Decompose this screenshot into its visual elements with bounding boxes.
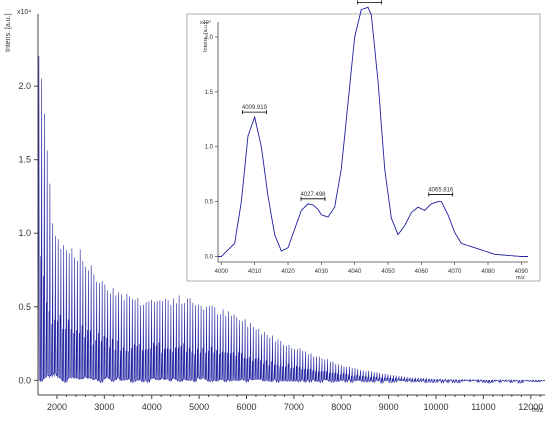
main-y-tick-label: 1.0 xyxy=(18,228,31,238)
main-x-tick-label: 2000 xyxy=(47,402,67,412)
inset-x-tick-label: 4050 xyxy=(381,269,395,275)
inset-x-tick-label: 4030 xyxy=(315,269,329,275)
inset-peak-labels: 4009.919 4027.498 4044.462 4065.816 xyxy=(242,0,454,201)
inset-x-tick-label: 4040 xyxy=(348,269,362,275)
main-y-tick-label: 1.5 xyxy=(18,155,31,165)
inset-frame xyxy=(186,13,541,282)
inset-x-tick-label: 4010 xyxy=(248,269,262,275)
main-x-tick-label: 11000 xyxy=(471,402,495,412)
inset-peak-label: 4065.816 xyxy=(428,187,454,193)
inset-x-tick-label: 4090 xyxy=(515,269,529,275)
main-y-tick-label: 2.0 xyxy=(18,81,31,91)
inset-y-tick-label: 1.5 xyxy=(205,90,214,96)
inset-peak-label: 4027.498 xyxy=(300,192,326,198)
main-y-axis-label: Intens. [a.u.] xyxy=(5,13,12,52)
inset-y-multiplier: x10⁴ xyxy=(200,19,212,26)
main-y-tick-label: 0.0 xyxy=(18,375,31,385)
main-x-tick-label: 10000 xyxy=(424,402,449,412)
inset-spectrum-line xyxy=(218,6,528,257)
main-x-tick-label: 8000 xyxy=(331,402,351,412)
inset-x-axis-label: m/z xyxy=(516,275,525,281)
main-ticks: 2000 3000 4000 5000 6000 7000 8000 9000 10000 110… xyxy=(18,81,543,412)
main-x-tick-label: 3000 xyxy=(94,402,114,412)
inset-peak-label: 4009.919 xyxy=(242,105,268,111)
inset-x-tick-label: 4060 xyxy=(415,269,429,275)
inset-y-tick-label: 2.0 xyxy=(205,35,214,41)
inset-x-tick-label: 4070 xyxy=(448,269,462,275)
inset-x-tick-label: 4080 xyxy=(481,269,495,275)
main-x-tick-label: 12000 xyxy=(518,402,543,412)
main-x-axis-label: m/z xyxy=(532,407,544,414)
main-y-tick-label: 0.5 xyxy=(18,302,31,312)
main-x-tick-label: 6000 xyxy=(236,402,256,412)
inset-x-tick-label: 4020 xyxy=(281,269,295,275)
main-spectrum-chart: Intens. [a.u.] x10⁴ m/z 2000 3000 4000 5000… xyxy=(5,9,546,414)
inset-peak-label: 4044.462 xyxy=(357,0,383,1)
inset-x-tick-label: 4000 xyxy=(215,269,229,275)
inset-y-tick-label: 1.0 xyxy=(205,145,214,151)
inset-spectrum-chart: Intens. [a.u.] x10⁴ m/z 4000 4010 4020 4030… xyxy=(186,0,541,282)
inset-y-tick-label: 0.0 xyxy=(205,255,214,261)
main-x-tick-label: 9000 xyxy=(379,402,399,412)
main-x-tick-label: 7000 xyxy=(284,402,304,412)
main-spectrum-line xyxy=(37,55,546,385)
inset-ticks: 4000 4010 4020 4030 4040 4050 4060 4070 4080 4090… xyxy=(205,35,529,275)
main-x-tick-label: 5000 xyxy=(189,402,209,412)
main-x-tick-label: 4000 xyxy=(142,402,162,412)
inset-y-tick-label: 0.5 xyxy=(205,200,214,206)
main-y-multiplier: x10⁴ xyxy=(17,9,31,16)
inset-y-axis-label: Intens. [a.u.] xyxy=(203,21,209,52)
